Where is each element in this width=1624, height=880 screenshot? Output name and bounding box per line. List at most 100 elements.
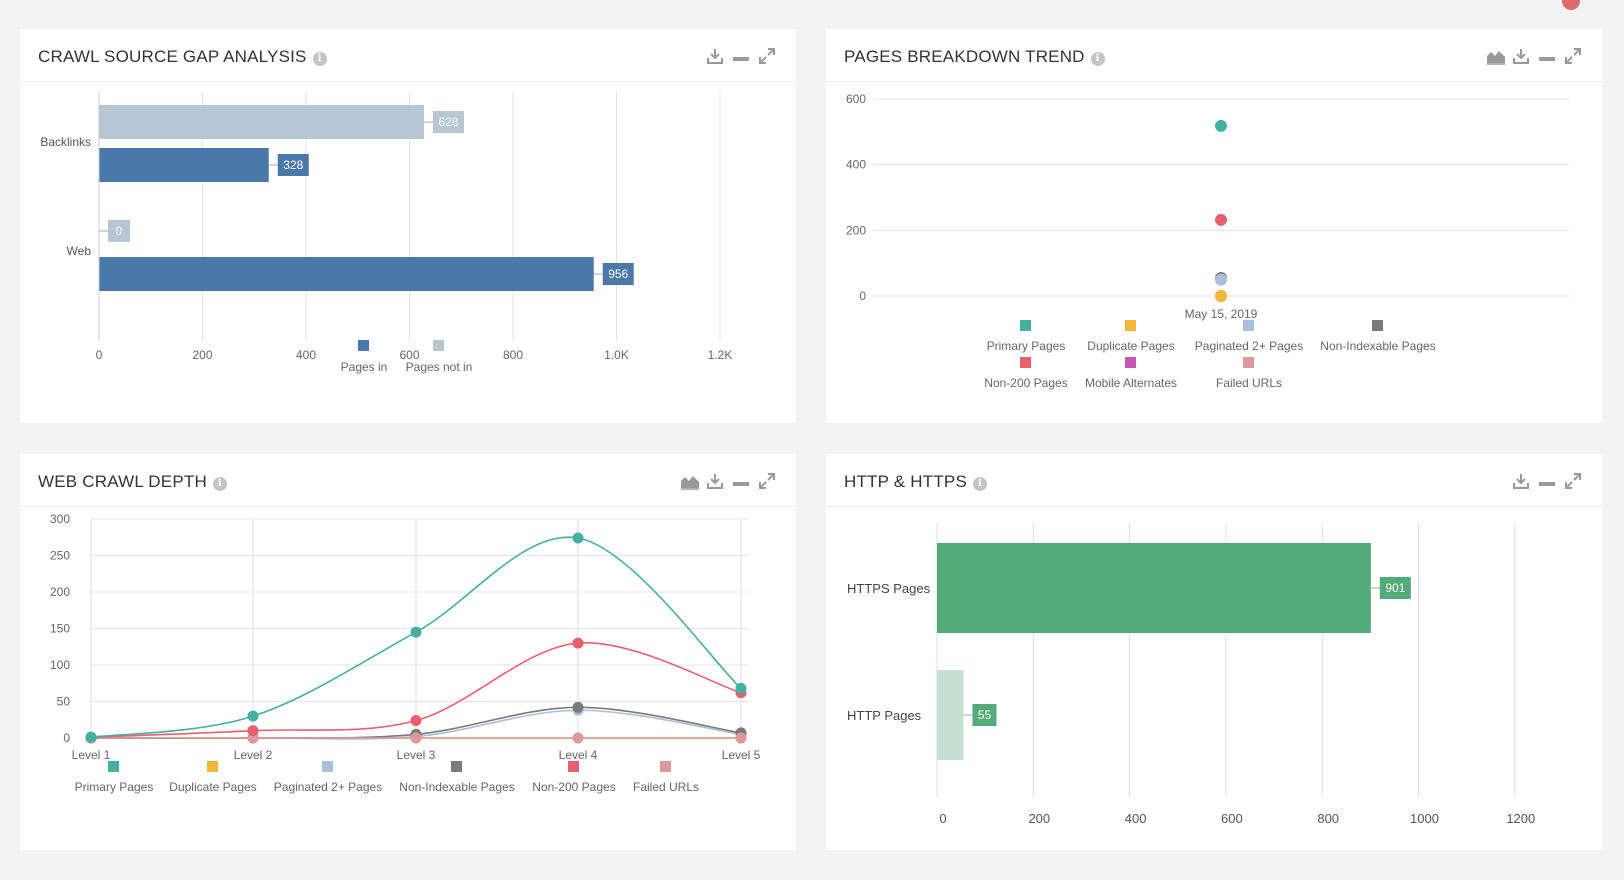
panel-tools [1482,45,1586,67]
category-label: Web [67,244,92,258]
bar-value-label: 328 [283,158,303,172]
category-label: Backlinks [40,135,91,149]
legend-label: Non-Indexable Pages [1320,339,1435,353]
series-line-primary-pages [90,536,742,739]
x-tick-label: May 15, 2019 [1185,307,1258,321]
data-point [410,714,422,726]
minimize-icon[interactable] [1534,45,1560,67]
pages-breakdown-panel: PAGES BREAKDOWN TREND i 600 400 200 0 May 15,… [826,29,1602,423]
category-label: HTTPS Pages [847,581,931,596]
data-point [85,731,97,743]
y-tick-label: 100 [50,658,70,672]
legend-swatch [322,761,333,772]
y-tick-label: 300 [50,512,70,526]
data-point [735,732,747,744]
legend-label: Non-Indexable Pages [399,780,514,794]
crawl-gap-chart: 0 200 400 600 800 1.0K 1.2K Backlinks 628 328 Web 0… [40,92,732,374]
data-point [410,732,422,744]
legend-swatch [433,340,444,351]
minimize-icon[interactable] [728,45,754,67]
data-point [247,710,259,722]
bar-pages-not-in [99,105,424,139]
panel-title-text: PAGES BREAKDOWN TREND [844,47,1085,66]
bar-value-label: 628 [438,115,458,129]
expand-icon[interactable] [1560,470,1586,492]
point-paginated-2-pages [1215,273,1227,286]
http-https-panel: HTTP & HTTPS i 0 200 400 600 800 1000 1200 HTTPS… [826,454,1602,850]
info-icon[interactable]: i [1090,52,1105,66]
x-tick-label: 800 [503,348,523,362]
panel-title: PAGES BREAKDOWN TREND i [844,47,1105,67]
y-tick-label: 0 [859,289,866,303]
panel-tools [676,470,780,492]
x-tick-label: 600 [1221,811,1243,826]
legend-label: Paginated 2+ Pages [1195,339,1303,353]
minimize-icon[interactable] [728,470,754,492]
x-tick-label: Level 3 [397,748,436,762]
bar-https-pages [937,543,1371,633]
x-tick-label: Level 5 [722,748,761,762]
y-tick-label: 0 [63,731,70,745]
legend-label: Failed URLs [1216,376,1282,390]
panel-tools [1508,470,1586,492]
panel-header: CRAWL SOURCE GAP ANALYSIS i [20,29,796,82]
web-crawl-depth-panel: WEB CRAWL DEPTH i 300 250 200 150 100 50 0 Level… [20,454,796,850]
info-icon[interactable]: i [312,52,327,66]
download-icon[interactable] [1508,45,1534,67]
crawl-source-gap-panel: CRAWL SOURCE GAP ANALYSIS i 0 200 400 600 800… [20,29,796,423]
legend-label: Mobile Alternates [1085,376,1177,390]
legend-swatch [1243,320,1254,331]
legend-label: Duplicate Pages [169,780,256,794]
x-tick-label: 0 [939,811,946,826]
y-tick-label: 400 [846,158,866,172]
x-tick-label: 1200 [1506,811,1535,826]
info-icon[interactable]: i [212,477,227,491]
legend-swatch [568,761,579,772]
bar-value-label: 0 [116,224,123,238]
x-tick-label: 1.0K [604,348,629,362]
point-primary-pages [1215,119,1227,132]
legend-swatch [207,761,218,772]
http-https-chart: 0 200 400 600 800 1000 1200 HTTPS Pages 901 HTTP … [847,523,1535,826]
area-chart-icon[interactable] [676,470,702,492]
expand-icon[interactable] [754,470,780,492]
legend-swatch [1125,320,1136,331]
legend-swatch [1243,357,1254,368]
y-tick-label: 50 [57,695,71,709]
panel-title-text: CRAWL SOURCE GAP ANALYSIS [38,47,307,66]
bar-value-label-bg [1379,577,1411,599]
download-icon[interactable] [702,45,728,67]
legend-swatch [1020,357,1031,368]
legend-label: Duplicate Pages [1087,339,1174,353]
panel-title-text: HTTP & HTTPS [844,472,967,491]
legend-label: Pages in [341,360,388,374]
panel-title: WEB CRAWL DEPTH i [38,472,227,492]
legend-swatch [1125,357,1136,368]
legend-label: Failed URLs [633,780,699,794]
y-tick-label: 600 [846,92,866,106]
info-icon[interactable]: i [973,477,987,491]
x-tick-label: Level 1 [72,748,111,762]
bar-value-label-bg [277,154,309,176]
x-tick-label: 400 [296,348,316,362]
area-chart-icon[interactable] [1482,45,1508,67]
data-point [572,637,584,649]
x-tick-label: 600 [399,348,419,362]
expand-icon[interactable] [754,45,780,67]
download-icon[interactable] [1508,470,1534,492]
x-tick-label: 1000 [1410,811,1439,826]
x-tick-label: 0 [96,348,103,362]
panel-title-text: WEB CRAWL DEPTH [38,472,207,491]
panel-tools [702,45,780,67]
bar-pages-in [99,148,269,182]
download-icon[interactable] [702,470,728,492]
legend-swatch [660,761,671,772]
pages-trend-chart: 600 400 200 0 May 15, 2019 Primary Pages Dupli… [846,92,1569,390]
y-tick-label: 200 [846,223,866,237]
legend-swatch [108,761,119,772]
expand-icon[interactable] [1560,45,1586,67]
x-tick-label: 200 [192,348,212,362]
data-point [572,532,584,544]
minimize-icon[interactable] [1534,470,1560,492]
